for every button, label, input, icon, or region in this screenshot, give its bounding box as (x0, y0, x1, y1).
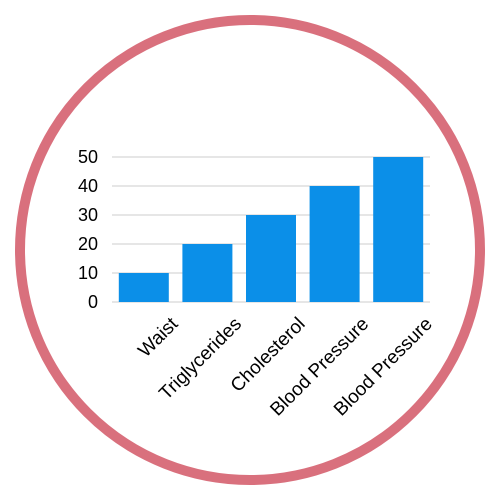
y-tick-label: 20 (78, 234, 98, 254)
bar (118, 273, 169, 302)
y-tick-label: 10 (78, 263, 98, 283)
y-tick-label: 30 (78, 205, 98, 225)
y-tick-label: 0 (88, 292, 98, 312)
y-tick-label: 50 (78, 147, 98, 167)
bar (309, 186, 360, 302)
bar (182, 244, 233, 302)
bar (373, 157, 424, 302)
bars (118, 157, 424, 302)
y-tick-label: 40 (78, 176, 98, 196)
y-axis-ticks: 0 10 20 30 40 50 (78, 147, 98, 312)
bar (246, 215, 296, 302)
